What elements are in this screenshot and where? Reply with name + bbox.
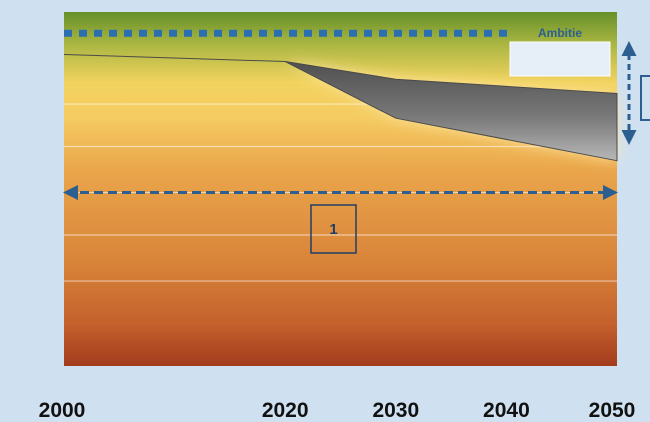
ambition-label: Ambitie bbox=[538, 26, 582, 40]
x-tick-label: 2050 bbox=[589, 399, 636, 422]
marker-box bbox=[310, 204, 357, 254]
x-axis-tick-labels: 2000 2020 2030 2040 2050 bbox=[39, 399, 636, 422]
ambition-label-box bbox=[509, 41, 611, 77]
x-tick-label: 2030 bbox=[372, 399, 419, 422]
x-tick-label: 2040 bbox=[483, 399, 530, 422]
gap-bracket bbox=[640, 75, 650, 121]
marker-label: 1 bbox=[329, 221, 337, 238]
wedge-area bbox=[63, 53, 618, 162]
x-tick-label: 2020 bbox=[262, 399, 309, 422]
x-tick-label: 2000 bbox=[39, 399, 86, 422]
